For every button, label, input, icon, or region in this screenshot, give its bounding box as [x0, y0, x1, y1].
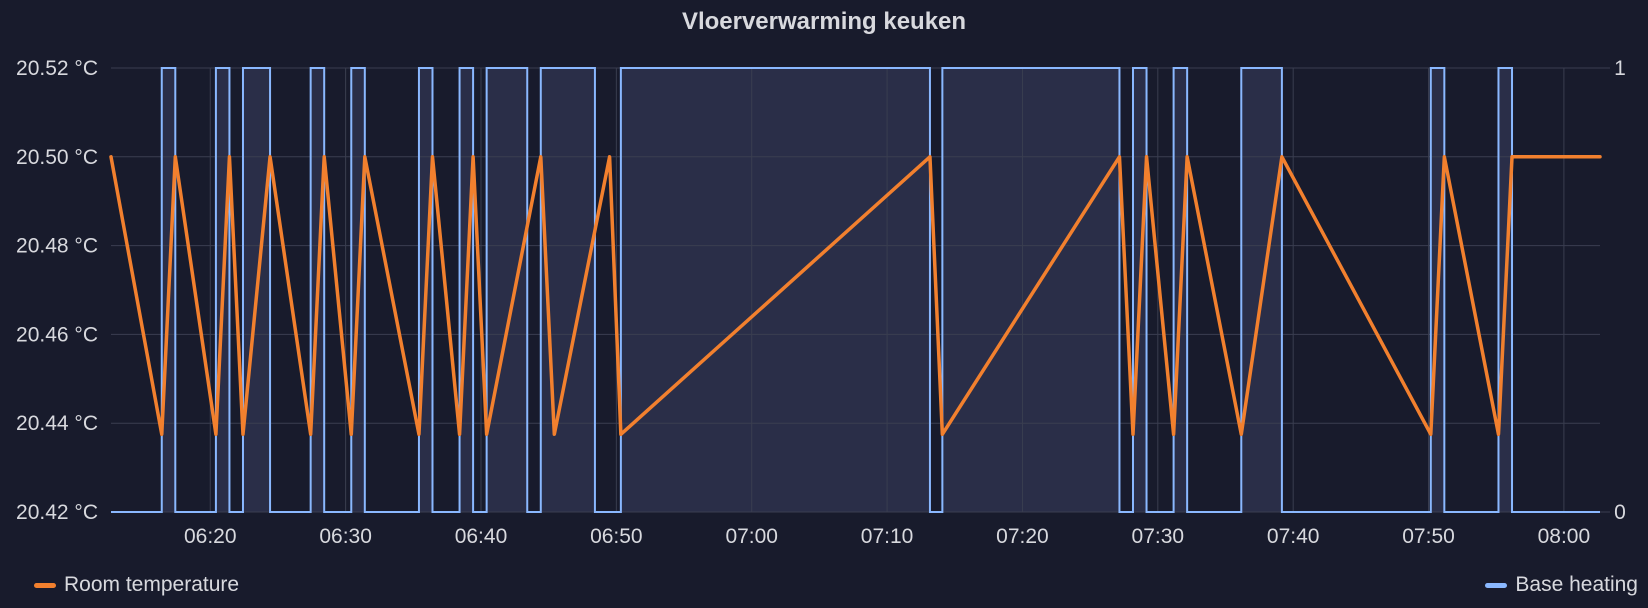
x-tick-label: 07:40 [1267, 525, 1320, 548]
y-left-tick-label: 20.46 °C [16, 323, 98, 346]
y-left-tick-label: 20.44 °C [16, 412, 98, 435]
heating-fill-7 [486, 68, 528, 512]
legend-item-room-temperature[interactable]: Room temperature [34, 573, 239, 597]
legend-swatch-room-temperature [34, 582, 56, 588]
heating-fill-8 [540, 68, 595, 512]
legend-label-base-heating: Base heating [1515, 573, 1638, 596]
x-tick-label: 07:20 [996, 525, 1049, 548]
chart-title: Vloerverwarming keuken [681, 8, 967, 35]
series-line-room-temperature [109, 155, 1602, 437]
x-tick-label: 08:00 [1538, 525, 1591, 548]
heating-fill-9 [620, 68, 930, 512]
y-right-tick-label: 1 [1614, 57, 1626, 80]
series-line-base-heating [111, 67, 1600, 513]
legend-swatch-base-heating [1485, 582, 1508, 588]
y-right-tick-label: 0 [1614, 501, 1626, 524]
y-left-tick-label: 20.52 °C [16, 57, 98, 80]
x-tick-label: 06:30 [319, 525, 372, 548]
heating-fill-10 [942, 68, 1120, 512]
legend-label-room-temperature: Room temperature [64, 573, 240, 596]
x-tick-label: 06:50 [590, 525, 643, 548]
y-left-tick-label: 20.42 °C [16, 501, 98, 524]
y-left-tick-label: 20.50 °C [16, 146, 98, 169]
x-tick-label: 07:10 [861, 525, 914, 548]
x-tick-label: 06:20 [184, 525, 237, 548]
y-left-tick-label: 20.48 °C [16, 235, 98, 258]
x-tick-label: 07:00 [725, 525, 778, 548]
legend-item-base-heating[interactable]: Base heating [1485, 573, 1638, 597]
x-tick-label: 06:40 [455, 525, 508, 548]
x-tick-label: 07:30 [1132, 525, 1185, 548]
x-tick-label: 07:50 [1402, 525, 1455, 548]
